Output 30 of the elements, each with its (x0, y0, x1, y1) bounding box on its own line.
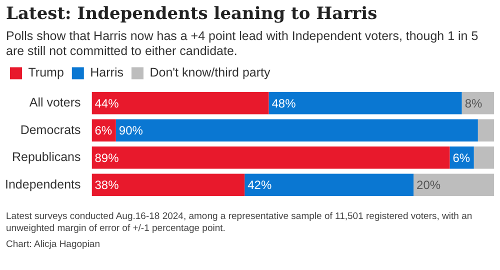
data-label: 8% (464, 96, 482, 110)
legend-label: Harris (90, 66, 124, 80)
y-tick-label: Democrats (20, 122, 81, 137)
data-label: 20% (416, 178, 441, 192)
y-tick-label: Republicans (12, 150, 81, 164)
bar (244, 174, 414, 196)
legend-label: Don't know/third party (150, 66, 271, 80)
data-label: 44% (94, 96, 120, 110)
data-label: 38% (94, 178, 120, 192)
data-label: 48% (272, 96, 296, 110)
y-tick-label: All voters (29, 96, 81, 110)
data-label: 90% (118, 124, 144, 138)
bar (92, 92, 269, 114)
bar (92, 146, 450, 169)
bar (116, 119, 478, 142)
legend-label: Trump (28, 66, 64, 80)
y-tick-label: Independents (4, 177, 81, 192)
data-label: 89% (94, 150, 120, 165)
chart-subtitle: Polls show that Harris now has a +4 point lead with Independent voters, though 1 in 5 are still not committed to either candidate. (6, 29, 480, 59)
text: Chart: Alicja Hagopian (6, 239, 101, 251)
bar (268, 92, 462, 114)
data-label: 6% (452, 150, 470, 165)
text: Latest surveys conducted Aug.16-18 2024, among a representative sample of 11,501 registered voters, with an unweighted margin of error of +/-1 percentage point. (6, 211, 474, 235)
data-label: 42% (248, 178, 272, 192)
bar (474, 146, 494, 169)
bar (414, 174, 494, 196)
chart-title: Latest: Independents leaning to Harris (6, 4, 378, 24)
bar (92, 174, 245, 196)
data-label: 6% (94, 124, 112, 138)
bar (478, 119, 494, 142)
